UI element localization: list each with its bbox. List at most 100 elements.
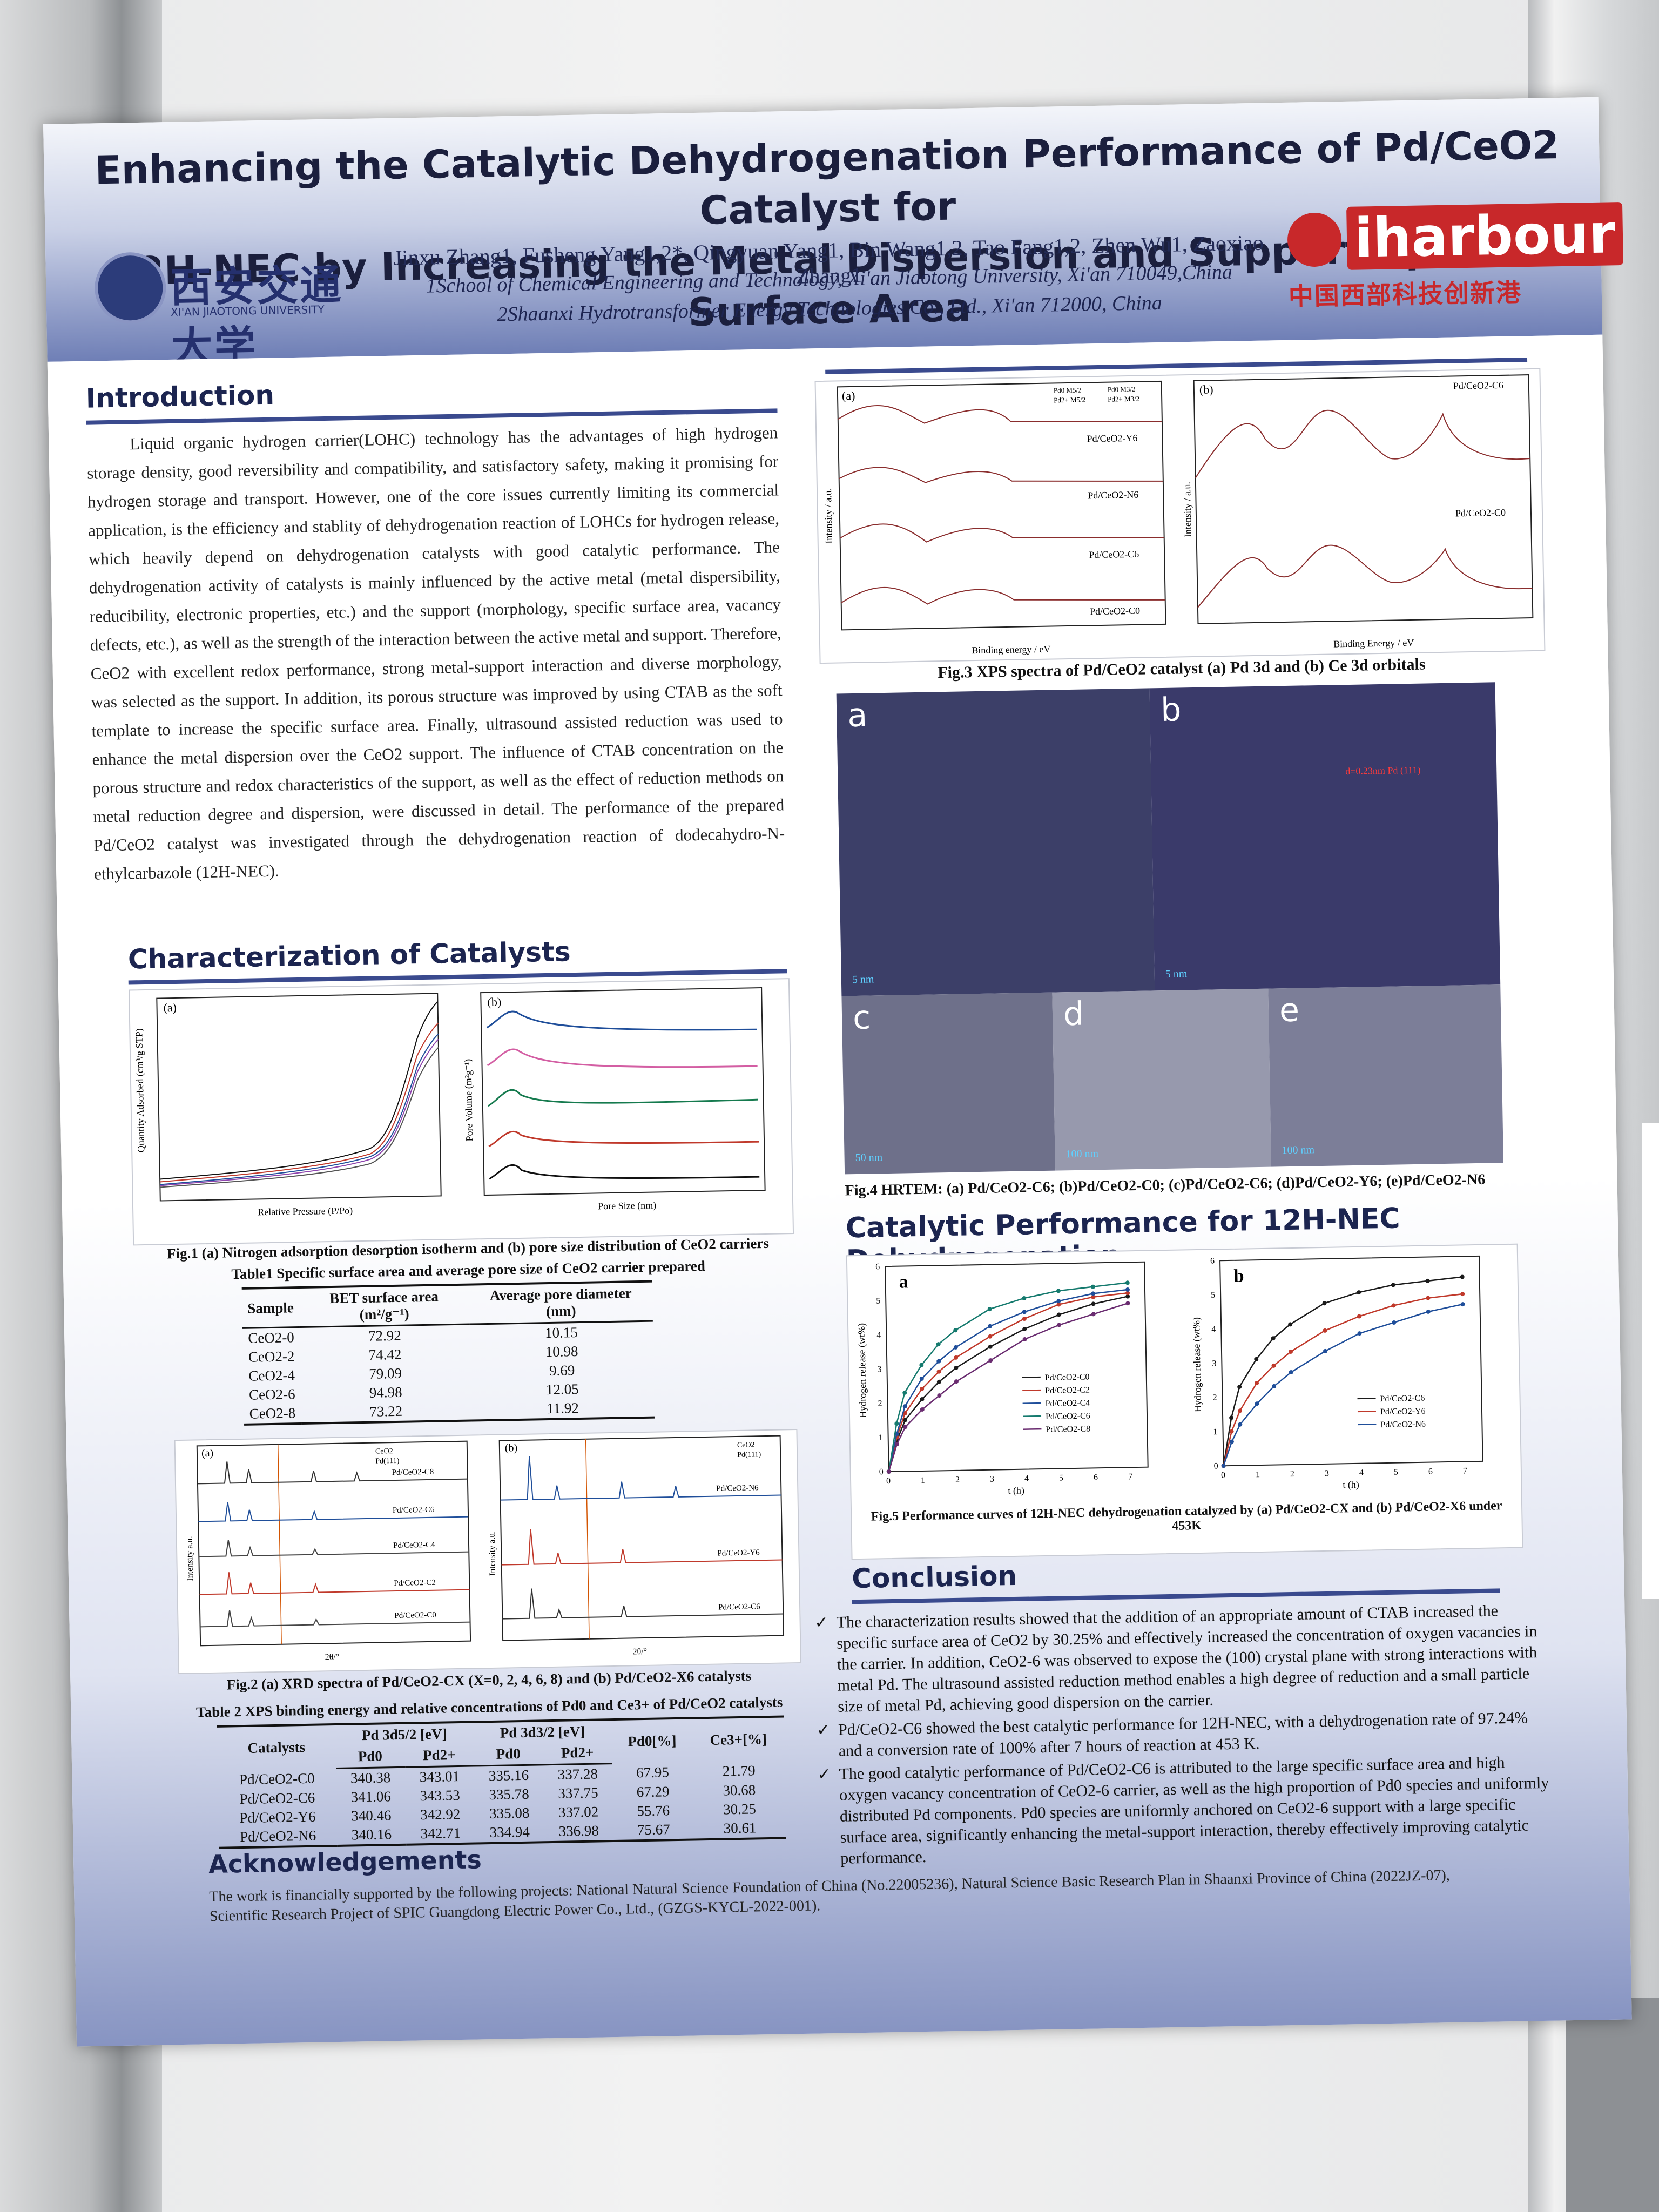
fig2a-series-label: Pd/CeO2-C0: [394, 1611, 436, 1620]
fig5-data-point: [1322, 1301, 1327, 1306]
fig5-legend-label: Pd/CeO2-C0: [1045, 1373, 1090, 1382]
fig5-x-tick-label: 3: [1325, 1469, 1329, 1478]
fig2a-series-label: Pd/CeO2-C4: [393, 1541, 435, 1550]
fig5-x-tick-label: 1: [1256, 1470, 1260, 1479]
fig5-x-tick-label: 4: [1359, 1468, 1364, 1478]
table-cell: 9.69: [549, 1362, 575, 1379]
fig5-y-axis-label: Hydrogen release (wt%): [856, 1323, 869, 1418]
fig5-legend-swatch: [1357, 1411, 1376, 1413]
table-cell: 11.92: [471, 1397, 655, 1421]
fig5-panel-label: b: [1233, 1266, 1244, 1286]
fig5-data-point: [1289, 1350, 1293, 1354]
fig5-data-point: [1125, 1291, 1130, 1296]
fig5-data-point: [1091, 1312, 1096, 1317]
table1: Sample BET surface area (m²/g⁻¹) Average…: [241, 1280, 655, 1426]
table2-header-catalysts: Catalysts: [217, 1724, 336, 1771]
fig5-data-point: [1056, 1302, 1061, 1307]
hrtem-annotation-b: d=0.23nm Pd (111): [1345, 764, 1421, 777]
fig2b-legend-pd111: Pd(111): [737, 1451, 761, 1459]
table2-group-pd32: Pd 3d3/2 [eV]: [473, 1719, 612, 1744]
poster: Enhancing the Catalytic Dehydrogenation …: [43, 97, 1632, 2047]
hrtem-scale-d: 100 nm: [1065, 1148, 1099, 1161]
fig5-data-point: [894, 1442, 899, 1447]
fig5-y-tick-label: 5: [876, 1297, 880, 1306]
fig3a-xlabel: Binding energy / eV: [972, 644, 1050, 656]
fig5-data-point: [1237, 1385, 1242, 1390]
fig5-data-point: [1091, 1294, 1096, 1299]
fig5-data-point: [1091, 1291, 1096, 1296]
fig3a-legend-item: Pd0 M3/2: [1108, 385, 1136, 394]
fig5-y-tick-label: 3: [877, 1365, 881, 1374]
fig5-data-point: [903, 1425, 908, 1429]
hrtem-scale-b: 5 nm: [1165, 968, 1188, 980]
fig5-legend-swatch: [1022, 1376, 1041, 1378]
fig5-data-point: [1460, 1292, 1465, 1297]
fig2b-ylabel: Intensity a.u.: [488, 1531, 497, 1576]
fig1a-xlabel: Relative Pressure (P/Po): [258, 1205, 353, 1218]
table-cell: 55.76: [637, 1802, 670, 1819]
iharbour-chinese-name: 中国西部科技创新港: [1288, 279, 1522, 311]
hrtem-label-e: e: [1279, 991, 1300, 1030]
fig5-data-point: [1426, 1296, 1431, 1300]
fig3b-plot: (b) Pd/CeO2-C6 Pd/CeO2-C0 Binding Energy…: [1182, 374, 1534, 649]
fig5-data-point: [919, 1363, 924, 1367]
table2-header-pd2: Pd2+: [542, 1742, 612, 1765]
fig5-data-point: [1323, 1328, 1327, 1333]
table-cell: CeO2-0: [248, 1329, 295, 1346]
fig2a-ylabel: Intensity a.u.: [185, 1536, 195, 1581]
table-cell: 21.79: [722, 1762, 756, 1779]
fig5-plot-frame: [885, 1261, 1149, 1473]
fig5-data-point: [1022, 1326, 1027, 1331]
fig5-y-tick-label: 6: [1210, 1256, 1215, 1265]
fig5-data-point: [1221, 1464, 1226, 1468]
hrtem-scale-a: 5 nm: [852, 973, 874, 986]
hrtem-image-a: a 5 nm: [836, 688, 1155, 996]
fig5-data-point: [1091, 1301, 1096, 1306]
fig5-data-point: [1056, 1312, 1061, 1317]
fig2a-series-label: Pd/CeO2-C6: [393, 1506, 435, 1515]
fig5-data-point: [1425, 1278, 1430, 1283]
fig5-data-point: [937, 1393, 942, 1398]
poster-header: Enhancing the Catalytic Dehydrogenation …: [43, 97, 1624, 370]
table-cell: 67.29: [636, 1783, 670, 1800]
fig5-panel: a 0 1 2 3 4 5 6 7 0 1 2 3 4 5 6 t (h) Hydrogen release (w…: [846, 1243, 1523, 1560]
fig1a-plot: (a) Relative Pressure (P/Po) Quantity Ad…: [133, 993, 442, 1218]
table-cell: 342.92: [420, 1805, 461, 1823]
fig5-y-tick-label: 2: [1212, 1393, 1217, 1402]
characterization-heading: Characterization of Catalysts: [127, 936, 571, 975]
fig5-data-point: [1229, 1429, 1234, 1434]
fig5-series-line: [888, 1296, 1128, 1472]
fig2a-series-label: Pd/CeO2-C2: [394, 1579, 436, 1588]
floor: [1566, 1998, 1659, 2212]
fig5-x-tick-label: 2: [955, 1475, 960, 1485]
adjacent-poster-right: [1642, 1123, 1659, 1599]
fig2b-series-label: Pd/CeO2-N6: [716, 1483, 759, 1493]
fig5-legend-label: Pd/CeO2-N6: [1380, 1420, 1426, 1429]
fig5-data-point: [954, 1355, 959, 1360]
table-cell: Pd/CeO2-Y6: [239, 1808, 316, 1826]
iharbour-wordmark: iharbour: [1346, 201, 1624, 270]
fig5-y-tick-label: 1: [879, 1433, 883, 1442]
table2-header-ce3pct: Ce3+[%]: [692, 1716, 785, 1762]
table-cell: 337.02: [558, 1803, 599, 1820]
fig1b-plot: (b) Pore Size (nm) Pore Volume (m²g⁻¹): [462, 987, 766, 1212]
fig5-legend-swatch: [1023, 1415, 1042, 1417]
hrtem-image-e: e 100 nm: [1268, 984, 1503, 1167]
table-cell: 10.98: [545, 1343, 578, 1360]
fig5-data-point: [919, 1376, 924, 1381]
fig2a-legend-ceo2: CeO2: [375, 1447, 393, 1456]
fig5-data-point: [920, 1397, 925, 1401]
fig5-plot-frame: [1219, 1255, 1483, 1467]
fig5-y-axis-label: Hydrogen release (wt%): [1191, 1317, 1204, 1412]
fig5-data-point: [988, 1358, 993, 1363]
fig5-x-tick-label: 6: [1428, 1467, 1433, 1476]
fig2a-label: (a): [201, 1447, 214, 1459]
fig1a-label: (a): [163, 1001, 177, 1014]
fig3b-ylabel: Intensity / a.u.: [1182, 482, 1193, 537]
table-cell: 74.42: [368, 1346, 402, 1363]
fig5-data-point: [1056, 1299, 1061, 1304]
fig5-data-point: [894, 1421, 899, 1426]
fig3a-plot: (a) Pd/CeO2-Y6 Pd/CeO2-N6 Pd/CeO2-C6 Pd/…: [822, 380, 1166, 656]
hrtem-label-a: a: [847, 696, 868, 735]
fig2b-xlabel: 2θ/°: [632, 1647, 647, 1656]
